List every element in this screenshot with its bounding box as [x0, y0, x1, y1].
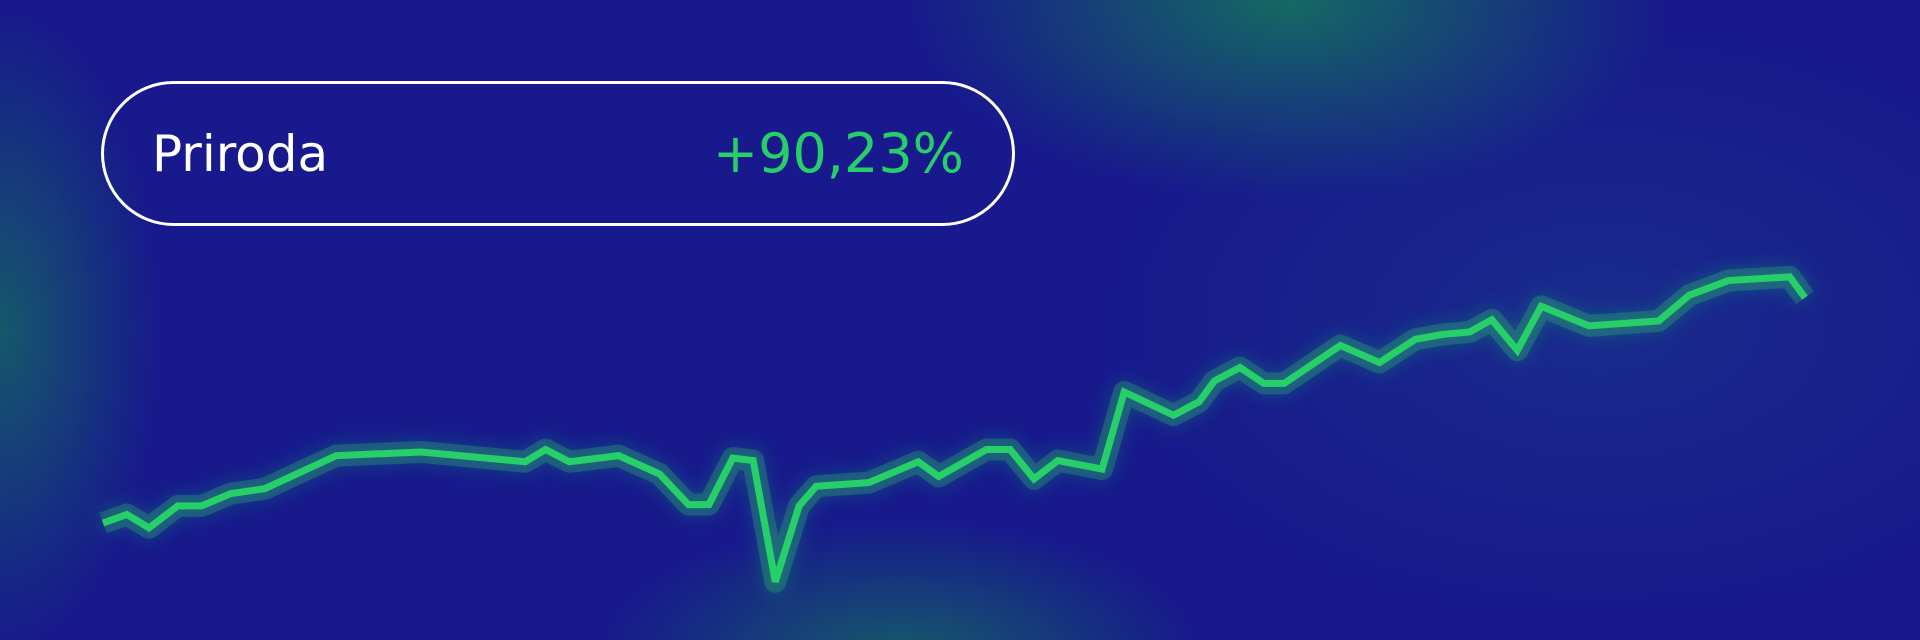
- series-line-glow: [99, 265, 1814, 593]
- change-percent: +90,23%: [712, 122, 964, 185]
- series-line: [101, 273, 1808, 583]
- performance-card: Priroda +90,23%: [101, 81, 1015, 226]
- fund-name: Priroda: [152, 124, 329, 183]
